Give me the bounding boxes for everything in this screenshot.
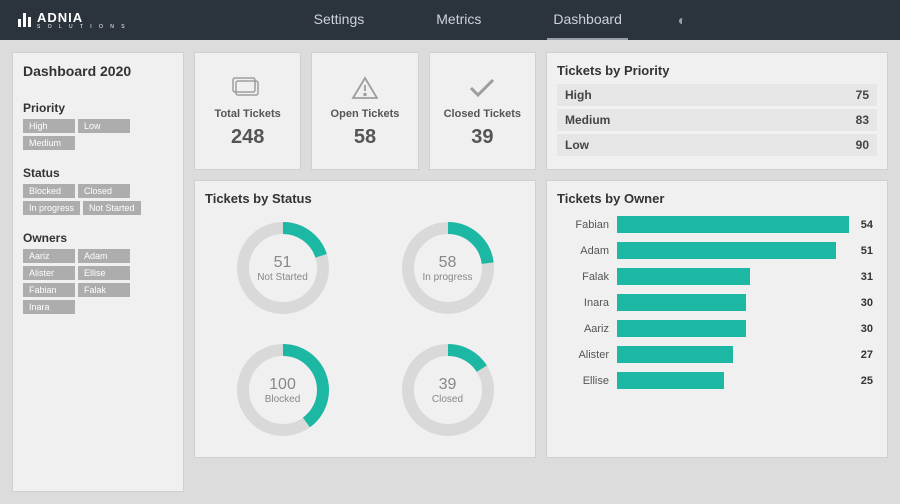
kpi-value: 39 bbox=[471, 126, 493, 149]
filter-chip[interactable]: Inara bbox=[23, 300, 75, 314]
owner-bar-row: Adam 51 bbox=[561, 242, 873, 259]
kpi-value: 58 bbox=[354, 126, 376, 149]
owner-name: Fabian bbox=[561, 219, 609, 231]
owner-bar-row: Alister 27 bbox=[561, 346, 873, 363]
owner-name: Adam bbox=[561, 245, 609, 257]
filter-chip[interactable]: In progress bbox=[23, 201, 80, 215]
priority-card: Tickets by Priority High 75 Medium 83 Low 90 bbox=[546, 52, 888, 170]
filter-chip[interactable]: Closed bbox=[78, 184, 130, 198]
owner-bar-row: Fabian 54 bbox=[561, 216, 873, 233]
donut-not-started: 51Not Started bbox=[237, 222, 329, 314]
filter-chip[interactable]: Falak bbox=[78, 283, 130, 297]
nav: Settings Metrics Dashboard bbox=[308, 0, 628, 40]
brand-name: ADNIA bbox=[37, 11, 128, 24]
nav-metrics[interactable]: Metrics bbox=[430, 0, 487, 40]
nav-settings[interactable]: Settings bbox=[308, 0, 371, 40]
kpi-card: Open Tickets 58 bbox=[311, 52, 418, 170]
owner-value: 51 bbox=[861, 245, 873, 257]
kpi-card: Total Tickets 248 bbox=[194, 52, 301, 170]
owner-value: 25 bbox=[861, 375, 873, 387]
warn-icon bbox=[350, 74, 380, 102]
donut-value: 39 bbox=[439, 376, 457, 394]
donut-in-progress: 58In progress bbox=[402, 222, 494, 314]
kpi-label: Closed Tickets bbox=[444, 108, 521, 120]
status-card: Tickets by Status 51Not Started 58In prog… bbox=[194, 180, 536, 458]
status-title: Tickets by Status bbox=[205, 191, 525, 206]
kpi-card: Closed Tickets 39 bbox=[429, 52, 536, 170]
filter-chip[interactable]: Aariz bbox=[23, 249, 75, 263]
kpi-label: Total Tickets bbox=[215, 108, 281, 120]
priority-label: Low bbox=[565, 138, 589, 152]
check-icon bbox=[467, 74, 497, 102]
donut-label: Not Started bbox=[257, 272, 308, 283]
logo-bars-icon bbox=[18, 13, 31, 27]
owner-bar bbox=[617, 242, 849, 259]
filter-chip[interactable]: Ellise bbox=[78, 266, 130, 280]
owner-bar-row: Aariz 30 bbox=[561, 320, 873, 337]
owner-bar bbox=[617, 346, 849, 363]
filter-chip[interactable]: Adam bbox=[78, 249, 130, 263]
donut-label: In progress bbox=[422, 272, 472, 283]
filter-group-label: Owners bbox=[23, 231, 173, 245]
donut-value: 100 bbox=[269, 376, 296, 394]
priority-title: Tickets by Priority bbox=[557, 63, 877, 78]
donut-label: Closed bbox=[432, 394, 463, 405]
owner-name: Ellise bbox=[561, 375, 609, 387]
filter-chip[interactable]: Not Started bbox=[83, 201, 141, 215]
priority-value: 83 bbox=[856, 113, 869, 127]
sidebar: Dashboard 2020 Priority HighLowMedium Stat… bbox=[12, 52, 184, 492]
brand-sub: S O L U T I O N S bbox=[37, 25, 128, 30]
sidebar-title: Dashboard 2020 bbox=[23, 63, 173, 79]
priority-row: Medium 83 bbox=[557, 109, 877, 131]
priority-label: Medium bbox=[565, 113, 610, 127]
priority-row: High 75 bbox=[557, 84, 877, 106]
filter-group-label: Status bbox=[23, 166, 173, 180]
owner-bar bbox=[617, 320, 849, 337]
owner-name: Aariz bbox=[561, 323, 609, 335]
owner-bar-row: Inara 30 bbox=[561, 294, 873, 311]
owner-bar bbox=[617, 216, 849, 233]
logo: ADNIA S O L U T I O N S bbox=[18, 11, 128, 30]
owner-value: 31 bbox=[861, 271, 873, 283]
donut-value: 51 bbox=[274, 254, 292, 272]
owner-bar-row: Ellise 25 bbox=[561, 372, 873, 389]
owner-name: Inara bbox=[561, 297, 609, 309]
owner-name: Alister bbox=[561, 349, 609, 361]
donut-blocked: 100Blocked bbox=[237, 344, 329, 436]
donut-value: 58 bbox=[439, 254, 457, 272]
owner-value: 27 bbox=[861, 349, 873, 361]
priority-label: High bbox=[565, 88, 592, 102]
priority-value: 75 bbox=[856, 88, 869, 102]
kpi-label: Open Tickets bbox=[331, 108, 400, 120]
theme-toggle-icon[interactable]: ◐ bbox=[678, 12, 686, 28]
owner-bar bbox=[617, 294, 849, 311]
filter-chip[interactable]: Medium bbox=[23, 136, 75, 150]
filter-chip[interactable]: Alister bbox=[23, 266, 75, 280]
donut-closed: 39Closed bbox=[402, 344, 494, 436]
owner-value: 30 bbox=[861, 323, 873, 335]
kpi-value: 248 bbox=[231, 126, 264, 149]
priority-value: 90 bbox=[856, 138, 869, 152]
filter-chip[interactable]: High bbox=[23, 119, 75, 133]
filter-group-label: Priority bbox=[23, 101, 173, 115]
donut-label: Blocked bbox=[265, 394, 301, 405]
nav-dashboard[interactable]: Dashboard bbox=[547, 0, 628, 40]
owner-value: 54 bbox=[861, 219, 873, 231]
owner-name: Falak bbox=[561, 271, 609, 283]
filter-chip[interactable]: Fabian bbox=[23, 283, 75, 297]
tickets-icon bbox=[231, 74, 265, 102]
owner-bar bbox=[617, 268, 849, 285]
owner-bar bbox=[617, 372, 849, 389]
priority-row: Low 90 bbox=[557, 134, 877, 156]
owner-bar-row: Falak 31 bbox=[561, 268, 873, 285]
filter-chip[interactable]: Low bbox=[78, 119, 130, 133]
owners-card: Tickets by Owner Fabian 54 Adam 51 Falak 31 In… bbox=[546, 180, 888, 458]
kpi-row: Total Tickets 248 Open Tickets 58 Closed Tic… bbox=[194, 52, 536, 170]
topbar: ADNIA S O L U T I O N S Settings Metrics… bbox=[0, 0, 900, 40]
owners-title: Tickets by Owner bbox=[557, 191, 877, 206]
filter-chip[interactable]: Blocked bbox=[23, 184, 75, 198]
owner-value: 30 bbox=[861, 297, 873, 309]
